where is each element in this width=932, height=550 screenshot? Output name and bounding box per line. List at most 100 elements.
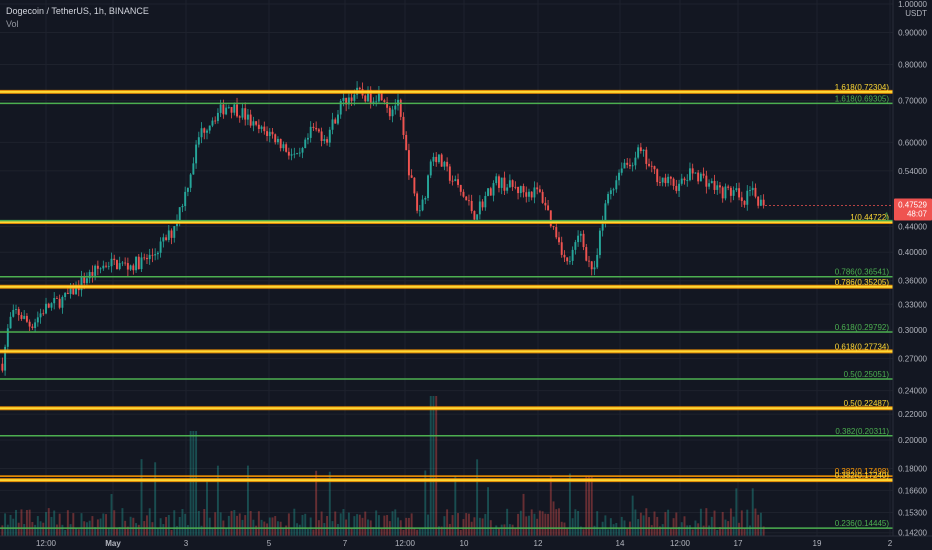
candle-body bbox=[588, 261, 590, 262]
time-tick-label: 2 bbox=[888, 539, 893, 548]
candle-body bbox=[509, 180, 511, 187]
symbol-title[interactable]: Dogecoin / TetherUS, 1h, BINANCE bbox=[6, 6, 149, 16]
candle-body bbox=[212, 121, 214, 126]
candle-body bbox=[757, 197, 759, 206]
candle-body bbox=[302, 148, 304, 153]
candle-body bbox=[40, 313, 42, 317]
volume-bar bbox=[165, 517, 167, 536]
volume-bar bbox=[430, 396, 432, 536]
candle-body bbox=[501, 178, 503, 188]
candle-countdown: 48:07 bbox=[907, 209, 928, 218]
volume-bar bbox=[443, 516, 445, 536]
volume-bar bbox=[397, 518, 399, 536]
volume-bar bbox=[405, 518, 407, 536]
volume-bar bbox=[116, 528, 118, 536]
volume-bar bbox=[86, 522, 88, 536]
volume-bar bbox=[310, 518, 312, 536]
candle-body bbox=[610, 190, 612, 194]
volume-bar bbox=[132, 518, 134, 536]
candle-body bbox=[468, 200, 470, 201]
volume-bar bbox=[722, 512, 724, 536]
candle-body bbox=[247, 115, 249, 120]
candle-body bbox=[566, 257, 568, 261]
volume-bar bbox=[689, 525, 691, 536]
volume-bar bbox=[528, 516, 530, 536]
candle-body bbox=[583, 234, 585, 247]
candle-body bbox=[591, 261, 593, 269]
volume-bar bbox=[378, 515, 380, 536]
volume-bar bbox=[321, 512, 323, 536]
time-axis[interactable]: 12:00 May 3 5 7 12:00 10 12 14 12:00 17 19 2 bbox=[0, 536, 932, 550]
volume-bar bbox=[111, 494, 113, 536]
candle-body bbox=[572, 250, 574, 261]
volume-bar bbox=[64, 530, 66, 536]
candle-body bbox=[613, 189, 615, 190]
candle-body bbox=[383, 100, 385, 102]
fib-level-label: 0.786(0.35205) bbox=[835, 278, 890, 287]
volume-bar bbox=[364, 512, 366, 536]
candle-body bbox=[476, 214, 478, 219]
fib-level-label: 0.786(0.36541) bbox=[835, 268, 890, 277]
candle-body bbox=[664, 178, 666, 183]
volume-bar bbox=[121, 508, 123, 536]
volume-bar bbox=[81, 513, 83, 536]
price-tick-label: 0.20000 bbox=[898, 436, 927, 445]
volume-bar bbox=[498, 528, 500, 536]
candle-body bbox=[389, 108, 391, 116]
volume-bar bbox=[553, 501, 555, 536]
candle-body bbox=[490, 188, 492, 195]
volume-bar bbox=[113, 510, 115, 536]
volume-bar bbox=[187, 525, 189, 536]
candle-body bbox=[282, 144, 284, 148]
price-tick-label: 0.18000 bbox=[898, 464, 927, 473]
fib-level-label: 0.236(0.14445) bbox=[835, 519, 890, 528]
volume-bar bbox=[381, 529, 383, 536]
candle-body bbox=[730, 188, 732, 196]
candle-body bbox=[408, 150, 410, 175]
candle-body bbox=[34, 322, 36, 328]
candle-body bbox=[607, 194, 609, 203]
volume-bar bbox=[61, 525, 63, 536]
price-axis[interactable]: 0.90000 0.80000 0.70000 0.60000 0.54000 0.440… bbox=[893, 0, 932, 550]
candle-body bbox=[473, 211, 475, 220]
candle-body bbox=[10, 317, 12, 329]
candle-body bbox=[419, 210, 421, 211]
candle-body bbox=[143, 257, 145, 258]
volume-bar bbox=[449, 524, 451, 536]
volume-bar bbox=[296, 523, 298, 536]
volume-bar bbox=[433, 396, 435, 536]
price-tick-label: 0.24000 bbox=[898, 387, 927, 396]
candle-body bbox=[375, 101, 377, 102]
volume-bar bbox=[342, 509, 344, 536]
volume-indicator-label[interactable]: Vol bbox=[6, 19, 19, 29]
candle-body bbox=[121, 263, 123, 264]
candle-body bbox=[228, 107, 230, 108]
candle-body bbox=[280, 139, 282, 148]
volume-bar bbox=[561, 522, 563, 536]
volume-bar bbox=[100, 519, 102, 536]
volume-bar bbox=[460, 530, 462, 536]
price-tick-label: 0.80000 bbox=[898, 60, 927, 69]
candle-body bbox=[670, 177, 672, 179]
volume-bar bbox=[681, 522, 683, 536]
candle-body bbox=[749, 190, 751, 191]
candle-body bbox=[405, 135, 407, 150]
volume-bar bbox=[67, 510, 69, 536]
volume-bar bbox=[351, 528, 353, 536]
volume-bar bbox=[493, 529, 495, 536]
candle-body bbox=[12, 310, 14, 317]
volume-bar bbox=[171, 530, 173, 536]
candle-body bbox=[433, 157, 435, 162]
volume-bar bbox=[670, 528, 672, 536]
candle-body bbox=[100, 268, 102, 269]
volume-bar bbox=[154, 462, 156, 536]
volume-bar bbox=[4, 513, 6, 536]
volume-bar bbox=[754, 509, 756, 536]
candle-body bbox=[542, 192, 544, 203]
volume-bar bbox=[362, 518, 364, 536]
candle-body bbox=[220, 105, 222, 113]
volume-bar bbox=[711, 517, 713, 536]
candle-body bbox=[342, 98, 344, 101]
candle-body bbox=[21, 315, 23, 319]
